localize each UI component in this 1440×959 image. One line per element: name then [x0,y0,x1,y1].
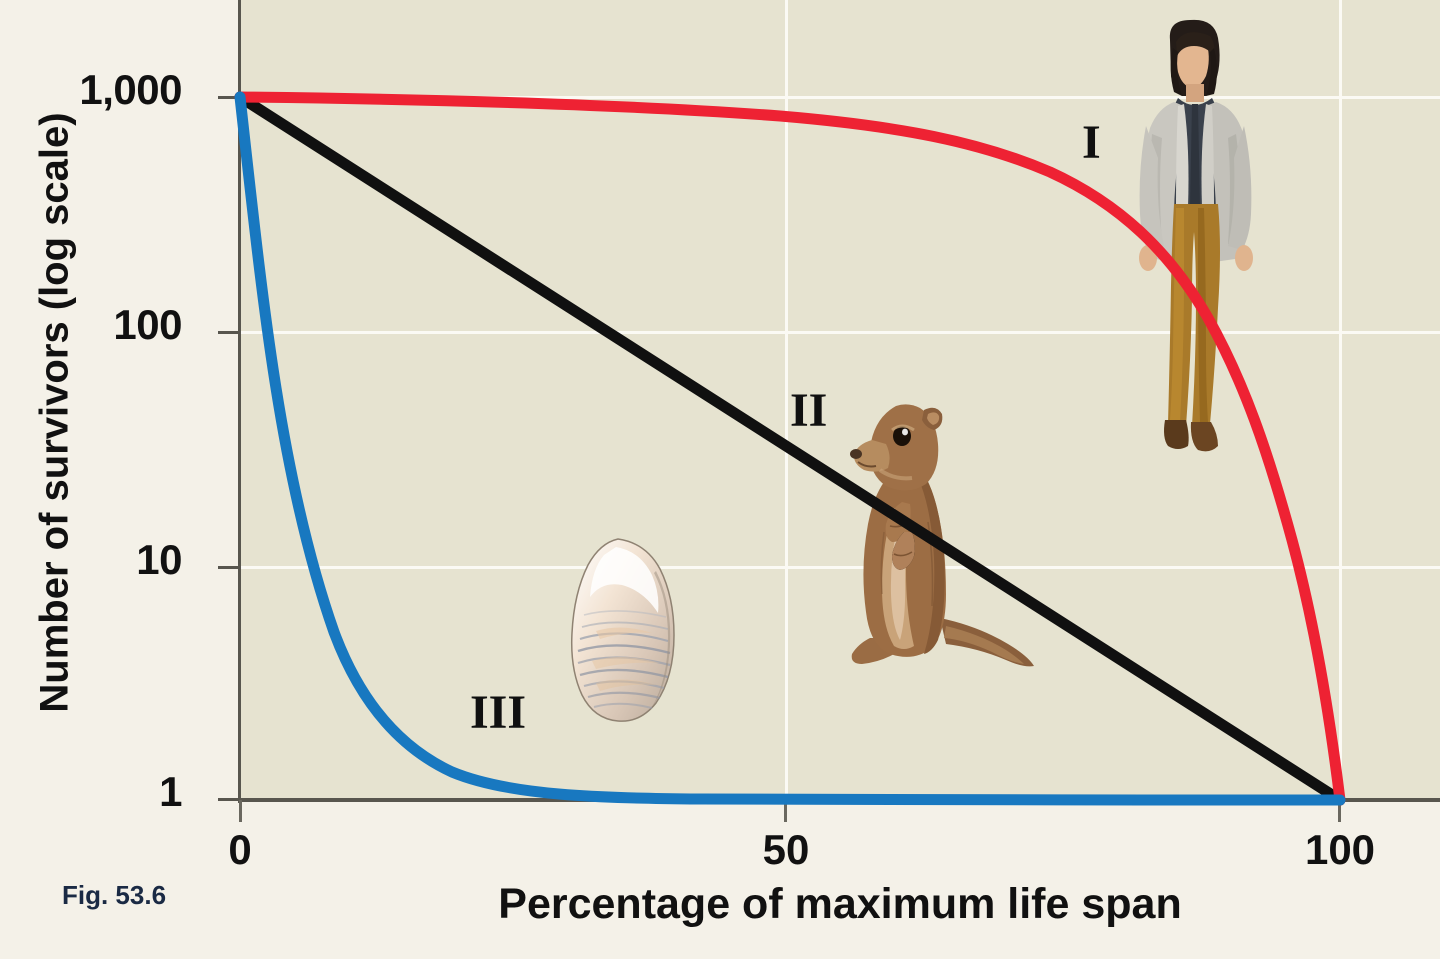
x-tick-label-50: 50 [762,826,810,873]
y-axis-title: Number of survivors (log scale) [32,112,77,713]
squirrel-illustration [850,404,1034,667]
y-tick-mark-100 [218,331,238,334]
curve-label-III: III [470,686,527,739]
x-tick-label-100: 100 [1304,826,1376,873]
x-tick-mark-50 [784,800,787,822]
curve-label-II: II [790,384,828,437]
human-illustration [1139,19,1253,452]
x-tick-mark-100 [1338,800,1341,822]
oyster-illustration [570,538,675,722]
y-tick-mark-1 [218,798,238,801]
x-axis-line [238,798,1440,802]
x-tick-label-0: 0 [228,826,252,873]
x-axis-title: Percentage of maximum life span [498,880,1182,928]
gridline-vertical-50 [785,0,788,800]
gridline-vertical-100 [1339,0,1342,800]
y-axis-line [238,0,241,803]
y-tick-mark-10 [218,566,238,569]
y-tick-label-100: 100 [113,301,182,348]
y-tick-label-10: 10 [136,536,182,583]
y-tick-label-1000: 1,000 [79,66,182,113]
figure-number: Fig. 53.6 [62,880,167,910]
x-tick-mark-0 [239,800,242,822]
curve-label-I: I [1082,116,1101,169]
y-tick-label-1: 1 [159,768,182,815]
y-tick-mark-1000 [218,96,238,99]
